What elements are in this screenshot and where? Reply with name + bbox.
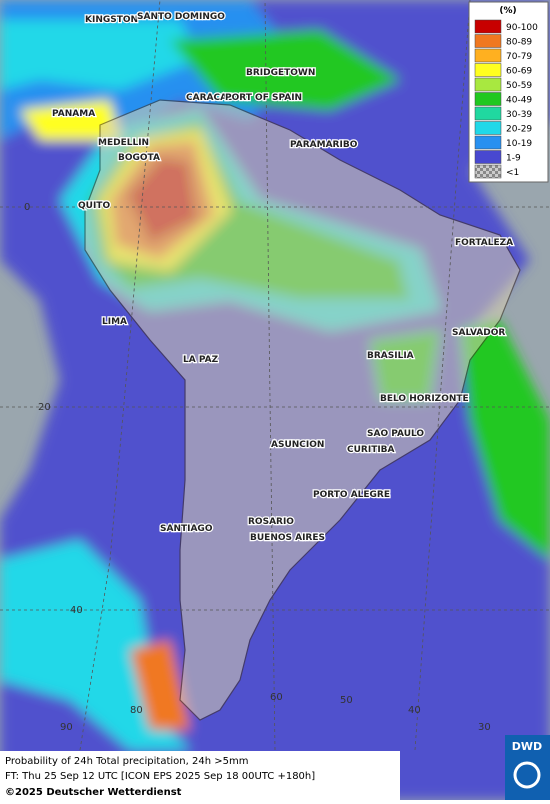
- city-label: ROSARIO: [248, 517, 294, 527]
- legend: (%) 90-100 80-89 70-79 60-69 50-59 40-49 30-39…: [468, 1, 549, 183]
- legend-label: 70-79: [506, 52, 532, 62]
- legend-label: 90-100: [506, 23, 538, 33]
- legend-label: 20-29: [506, 125, 532, 135]
- city-label: PORTO ALEGRE: [313, 490, 390, 500]
- footer-line1: Probability of 24h Total precipitation, …: [5, 756, 248, 767]
- legend-label: 1-9: [506, 154, 521, 164]
- legend-swatch: [474, 19, 502, 34]
- city-label: PORT OF SPAIN: [225, 93, 302, 103]
- city-label: LIMA: [102, 317, 127, 327]
- footer-line2: FT: Thu 25 Sep 12 UTC [ICON EPS 2025 Sep…: [5, 771, 315, 782]
- logo-box: [505, 735, 550, 800]
- city-label: BRIDGETOWN: [246, 68, 315, 78]
- logo: DWD: [512, 740, 542, 753]
- city-label: BOGOTA: [118, 153, 160, 163]
- legend-label: 80-89: [506, 38, 532, 48]
- legend-swatch: [474, 63, 502, 77]
- legend-label: 40-49: [506, 96, 532, 106]
- grid-label: 50: [340, 695, 353, 706]
- city-label: BELO HORIZONTE: [380, 394, 469, 404]
- legend-swatch: [474, 106, 502, 121]
- legend-swatch: [474, 150, 502, 164]
- grid-label: 90: [60, 722, 73, 733]
- graticule: [0, 0, 550, 751]
- legend-swatch: [474, 77, 502, 92]
- legend-swatch: [474, 164, 502, 179]
- city-label: SAO PAULO: [367, 429, 424, 439]
- city-label: BRASILIA: [367, 351, 414, 361]
- city-label: BUENOS AIRES: [250, 533, 325, 543]
- grid-label: 60: [270, 692, 283, 703]
- city-label: SANTIAGO: [160, 524, 213, 534]
- city-label: MEDELLIN: [98, 138, 149, 148]
- city-label: KINGSTON: [85, 15, 138, 25]
- legend-label: 50-59: [506, 81, 532, 91]
- legend-label: <1: [506, 168, 519, 178]
- logo-swirl: [513, 761, 541, 789]
- footer-box: [0, 751, 400, 800]
- legend-label: 60-69: [506, 67, 532, 77]
- legend-swatch: [474, 92, 502, 106]
- legend-label: 10-19: [506, 139, 532, 149]
- city-label: SALVADOR: [452, 328, 505, 338]
- legend-swatch: [474, 34, 502, 48]
- city-label: PANAMA: [52, 109, 95, 119]
- city-label: CURITIBA: [347, 445, 395, 455]
- city-label: ASUNCION: [271, 440, 324, 450]
- city-label: SANTO DOMINGO: [137, 12, 225, 22]
- grid-label: 30: [478, 722, 491, 733]
- city-label: FORTALEZA: [455, 238, 513, 248]
- city-label: QUITO: [78, 201, 110, 211]
- legend-swatch: [474, 121, 502, 135]
- legend-label: 30-39: [506, 110, 532, 120]
- grid-label: 20: [38, 402, 51, 413]
- city-label: CARACAS: [186, 93, 234, 103]
- copyright: ©2025 Deutscher Wetterdienst: [5, 787, 182, 798]
- grid-label: 40: [408, 705, 421, 716]
- legend-swatch: [474, 48, 502, 63]
- city-label: PARAMARIBO: [290, 140, 358, 150]
- grid-label: 0: [24, 202, 30, 213]
- legend-swatch: [474, 135, 502, 150]
- city-label: LA PAZ: [183, 355, 219, 365]
- grid-label: 40: [70, 605, 83, 616]
- legend-title: (%): [499, 6, 516, 16]
- grid-label: 80: [130, 705, 143, 716]
